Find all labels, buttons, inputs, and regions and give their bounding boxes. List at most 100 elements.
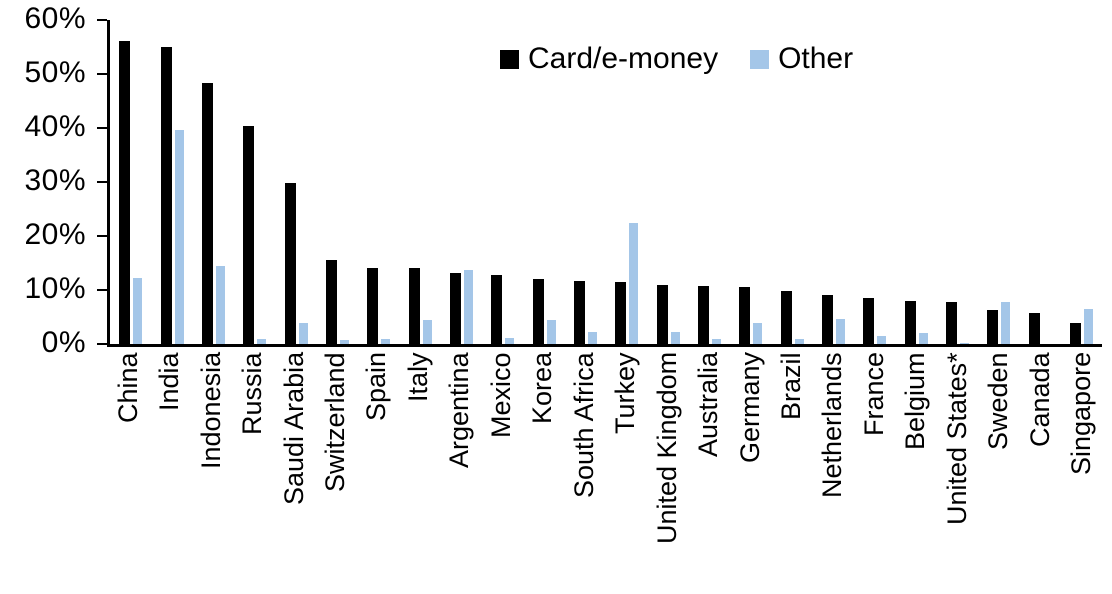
x-axis-label: Australia	[693, 352, 724, 458]
bar-group	[284, 183, 308, 344]
y-axis-tick-label: 60%	[24, 2, 86, 35]
plot-area: 0% 10% 20% 30% 40% 50% 60%	[24, 4, 1102, 358]
bar-other	[1001, 301, 1011, 344]
bar-other	[174, 129, 184, 344]
x-axis-label: India	[154, 352, 185, 411]
bar-group	[160, 47, 184, 344]
x-axis-label: Germany	[734, 352, 765, 464]
y-axis-tick-label: 10%	[24, 272, 86, 305]
bar-card-e-money	[119, 40, 131, 344]
bar-card-e-money	[821, 294, 833, 344]
bar-other	[835, 318, 845, 344]
bar-card-e-money	[863, 297, 875, 344]
x-label-slot: Australia	[687, 352, 728, 590]
bar-group	[821, 294, 845, 344]
x-axis-label: Turkey	[610, 352, 641, 434]
bar-other	[877, 335, 887, 344]
bar-card-e-money	[615, 281, 627, 344]
x-axis-label: France	[858, 352, 889, 437]
x-label-slot: Germany	[729, 352, 770, 590]
bar-other	[918, 333, 928, 344]
y-axis-tick	[97, 73, 107, 75]
bar-group	[1028, 312, 1052, 344]
x-label-slot: Canada	[1019, 352, 1060, 590]
bar-group	[1069, 308, 1093, 344]
y-axis-tick	[97, 235, 107, 237]
bar-group	[987, 301, 1011, 344]
x-label-slot: Russia	[231, 352, 272, 590]
bar-card-e-money	[160, 47, 172, 344]
x-axis-label: Netherlands	[817, 352, 848, 498]
x-axis-label: Mexico	[485, 352, 516, 438]
bar-card-e-money	[697, 286, 709, 344]
x-axis-label: Saudi Arabia	[278, 352, 309, 506]
x-label-slot: Turkey	[604, 352, 645, 590]
bar-group	[243, 125, 267, 344]
legend-label-card-e-money: Card/e-money	[528, 42, 719, 75]
bar-other	[257, 338, 267, 344]
bar-other	[629, 223, 639, 344]
y-axis-tick	[97, 343, 107, 345]
chart-legend: Card/e-money Other	[500, 42, 853, 76]
bar-group	[615, 223, 639, 344]
bar-card-e-money	[987, 309, 999, 344]
bar-other	[670, 331, 680, 344]
bar-other	[422, 319, 432, 344]
x-label-slot: China	[107, 352, 148, 590]
legend-swatch-other	[750, 49, 770, 69]
bar-group	[408, 268, 432, 344]
x-label-slot: India	[148, 352, 189, 590]
bar-other	[298, 323, 308, 344]
x-axis-label: Korea	[527, 352, 558, 425]
y-axis-tick-label: 30%	[24, 164, 86, 197]
y-axis-tick-label: 40%	[24, 110, 86, 143]
bar-other	[753, 322, 763, 344]
bar-other	[546, 319, 556, 344]
bar-card-e-money	[284, 183, 296, 344]
y-axis-tick	[97, 181, 107, 183]
bar-other	[711, 338, 721, 344]
x-axis-label: Russia	[237, 352, 268, 435]
bar-card-e-money	[367, 267, 379, 344]
x-axis-label: Singapore	[1066, 352, 1097, 476]
x-label-slot: Netherlands	[812, 352, 853, 590]
bar-group	[780, 291, 804, 344]
x-axis-label: Argentina	[444, 352, 475, 468]
bar-card-e-money	[243, 125, 255, 344]
bar-group	[119, 40, 143, 344]
x-label-slot: Spain	[356, 352, 397, 590]
x-label-slot: Sweden	[978, 352, 1019, 590]
y-axis-tick-label: 0%	[41, 326, 86, 359]
bar-other	[794, 338, 804, 344]
x-label-slot: France	[853, 352, 894, 590]
bar-group	[449, 270, 473, 344]
x-axis-label: Sweden	[983, 352, 1014, 450]
bar-group	[367, 267, 391, 344]
x-axis-label: Canada	[1024, 352, 1055, 447]
bar-other	[1083, 308, 1093, 344]
bar-card-e-money	[532, 279, 544, 344]
bar-group	[573, 281, 597, 344]
bar-group	[656, 284, 680, 344]
x-axis-label: United States*	[941, 352, 972, 525]
bar-group	[904, 300, 928, 344]
y-axis-tick	[97, 289, 107, 291]
x-axis-label: Switzerland	[319, 352, 350, 492]
x-label-slot: Singapore	[1060, 352, 1101, 590]
bar-other	[133, 277, 143, 344]
bar-other	[339, 339, 349, 344]
bar-group	[945, 302, 969, 344]
bar-card-e-money	[656, 284, 668, 344]
x-axis-label: Belgium	[900, 352, 931, 450]
x-label-slot: United Kingdom	[646, 352, 687, 590]
bar-other	[215, 265, 225, 344]
bar-card-e-money	[449, 272, 461, 344]
bar-other	[587, 331, 597, 344]
bar-other	[463, 270, 473, 344]
bar-card-e-money	[325, 260, 337, 344]
bar-card-e-money	[945, 302, 957, 344]
x-label-slot: Italy	[397, 352, 438, 590]
legend-swatch-card-e-money	[500, 49, 519, 69]
bar-group	[325, 260, 349, 344]
